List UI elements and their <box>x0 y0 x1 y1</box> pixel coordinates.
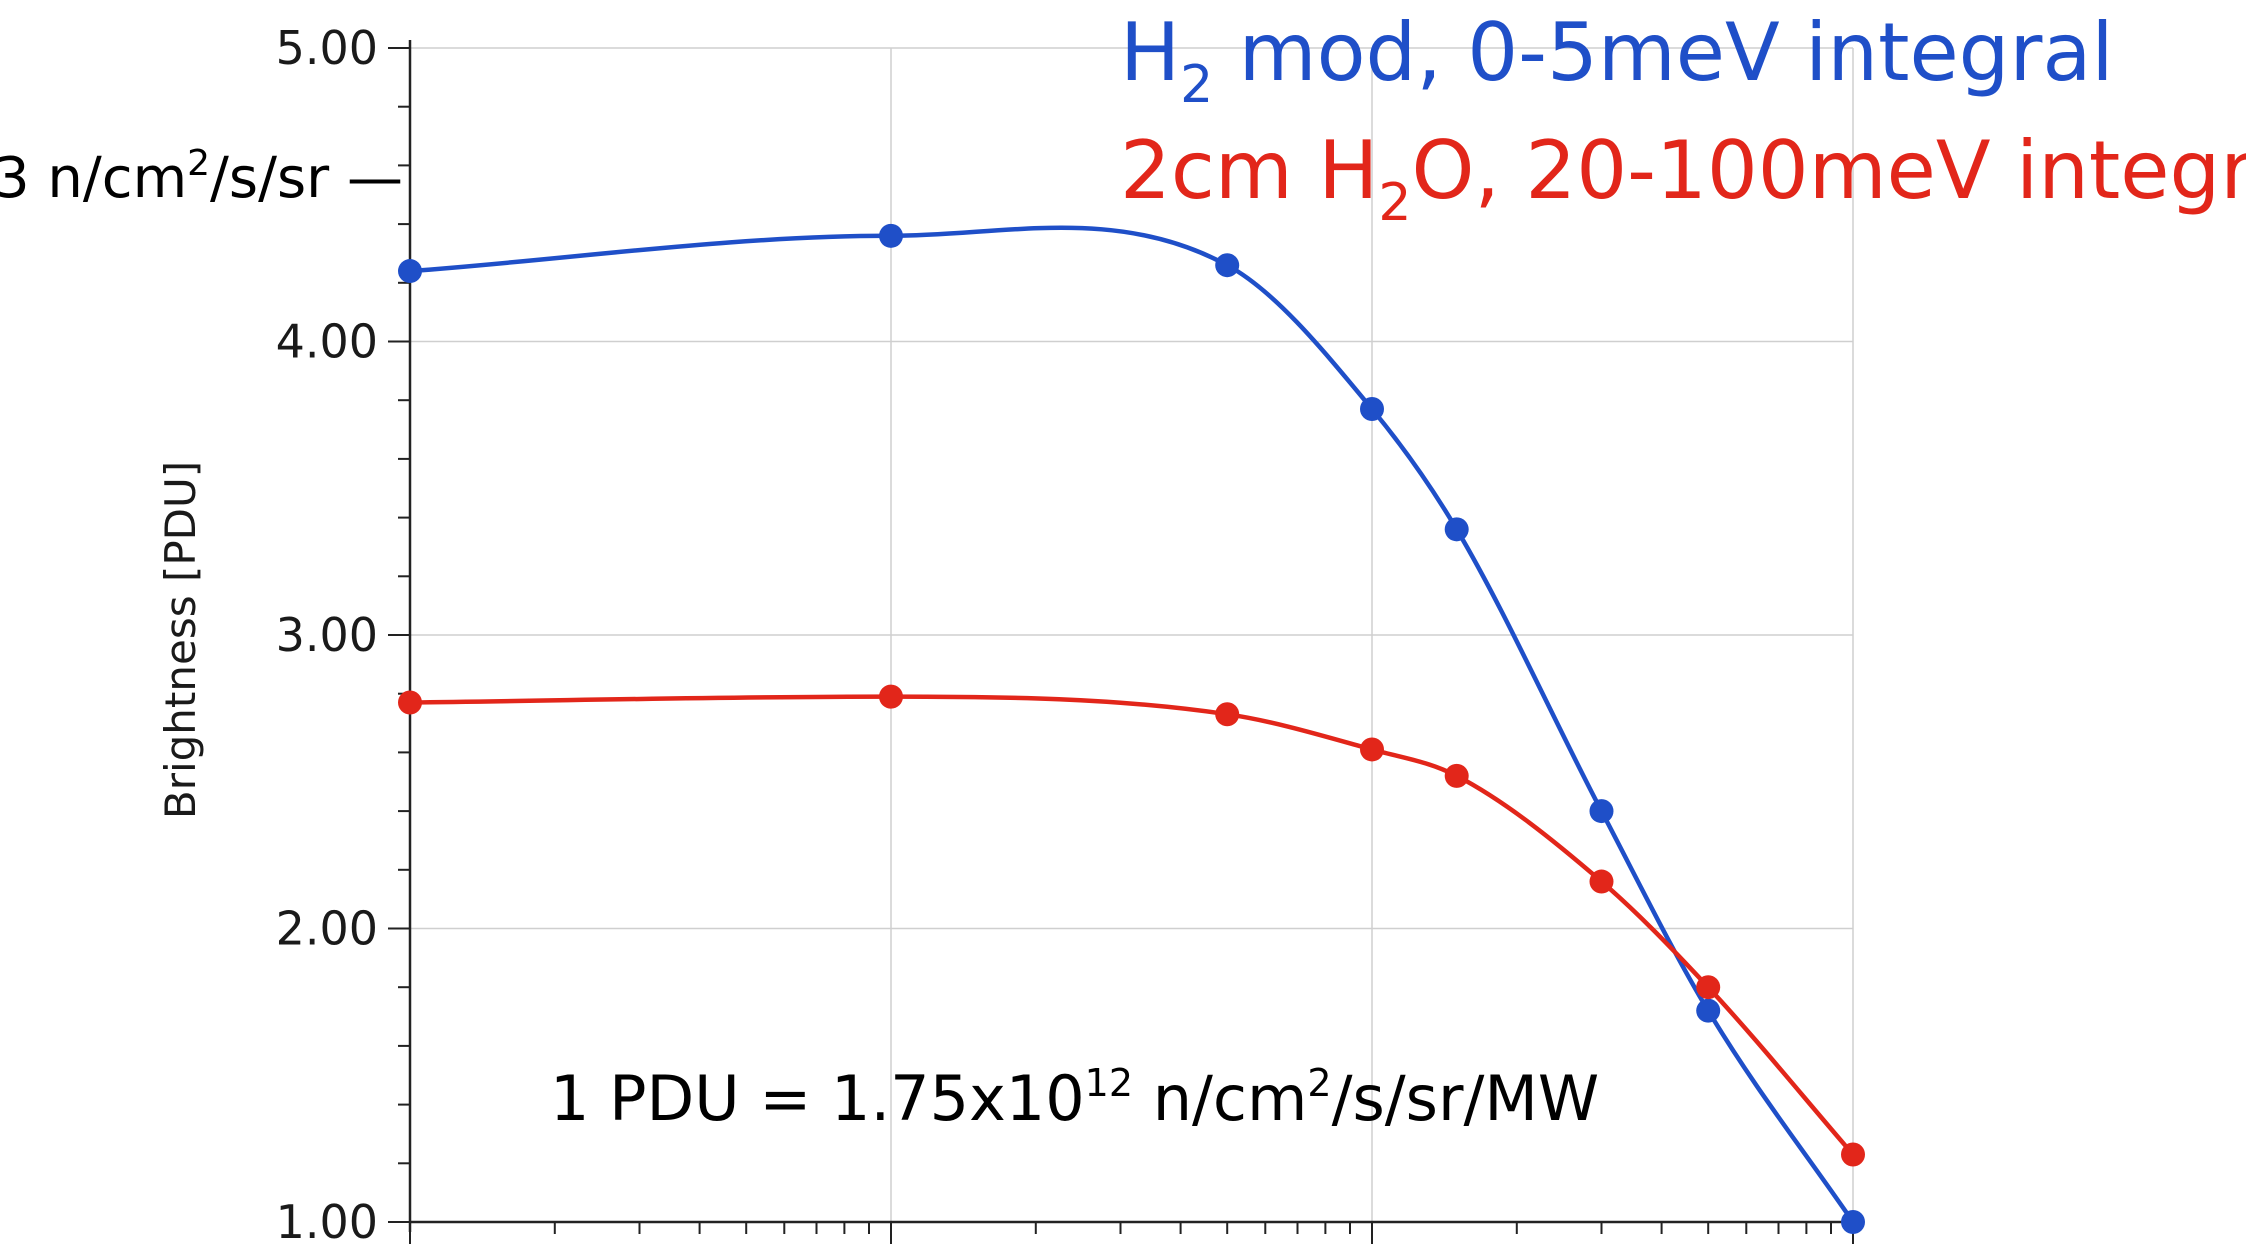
data-point-red <box>1841 1142 1865 1167</box>
data-point-blue <box>1215 253 1240 278</box>
data-point-blue <box>1444 517 1469 542</box>
legend-blue-text: H <box>1120 6 1180 99</box>
y-tick-label: 5.00 <box>276 21 378 75</box>
legend-blue-tail: mod, 0-5meV integral <box>1213 6 2113 99</box>
left-unit-label-sup: 2 <box>187 143 210 184</box>
data-point-red <box>1360 737 1384 762</box>
data-point-red <box>398 690 422 715</box>
pdu-annotation-text: 1 PDU = 1.75x10 <box>550 1062 1085 1135</box>
axes <box>408 40 1863 1232</box>
legend-red-tail: O, 20-100meV integral <box>1412 124 2246 217</box>
pdu-annotation: 1 PDU = 1.75x1012 n/cm2/s/sr/MW <box>550 1061 1599 1135</box>
data-point-blue <box>398 259 422 284</box>
data-point-blue <box>1696 998 1721 1023</box>
data-point-red <box>1696 975 1721 1000</box>
y-tick-label: 2.00 <box>276 902 378 956</box>
legend-entry-red: 2cm H2O, 20-100meV integral <box>1120 124 2246 233</box>
legend-red-text: 2cm H <box>1120 124 1378 217</box>
pdu-annotation-tail: /s/sr/MW <box>1332 1062 1600 1135</box>
data-point-blue <box>1360 397 1384 422</box>
pdu-annotation-mid: n/cm <box>1133 1062 1307 1135</box>
y-axis-title: Brightness [PDU] <box>156 461 205 819</box>
pdu-annotation-sup2: 2 <box>1307 1061 1331 1105</box>
left-unit-label: 3 n/cm2/s/sr — <box>0 143 403 211</box>
y-tick-label: 1.00 <box>276 1195 378 1249</box>
data-point-red <box>1444 763 1469 788</box>
y-tick-label: 4.00 <box>276 315 378 369</box>
left-unit-label-tail: /s/sr — <box>210 146 403 211</box>
axis-ticks <box>388 47 1854 1244</box>
grid-lines <box>410 47 1854 1222</box>
y-tick-labels: 5.00 4.00 3.00 2.00 1.00 <box>276 21 378 1249</box>
y-tick-label: 3.00 <box>276 608 378 662</box>
series-group <box>398 223 1865 1234</box>
data-point-red <box>879 684 903 709</box>
legend-blue-sub: 2 <box>1180 55 1213 115</box>
data-point-blue <box>879 223 903 248</box>
data-point-red <box>1215 702 1240 727</box>
data-point-blue <box>1841 1210 1865 1234</box>
left-unit-label-text: 3 n/cm <box>0 146 187 211</box>
series-line-blue <box>409 225 1855 1224</box>
legend-entry-blue: H2 mod, 0-5meV integral <box>1120 6 2114 115</box>
data-point-red <box>1589 869 1614 894</box>
legend-red-sub: 2 <box>1378 173 1411 233</box>
data-point-blue <box>1589 799 1614 824</box>
pdu-annotation-sup1: 12 <box>1085 1061 1133 1105</box>
